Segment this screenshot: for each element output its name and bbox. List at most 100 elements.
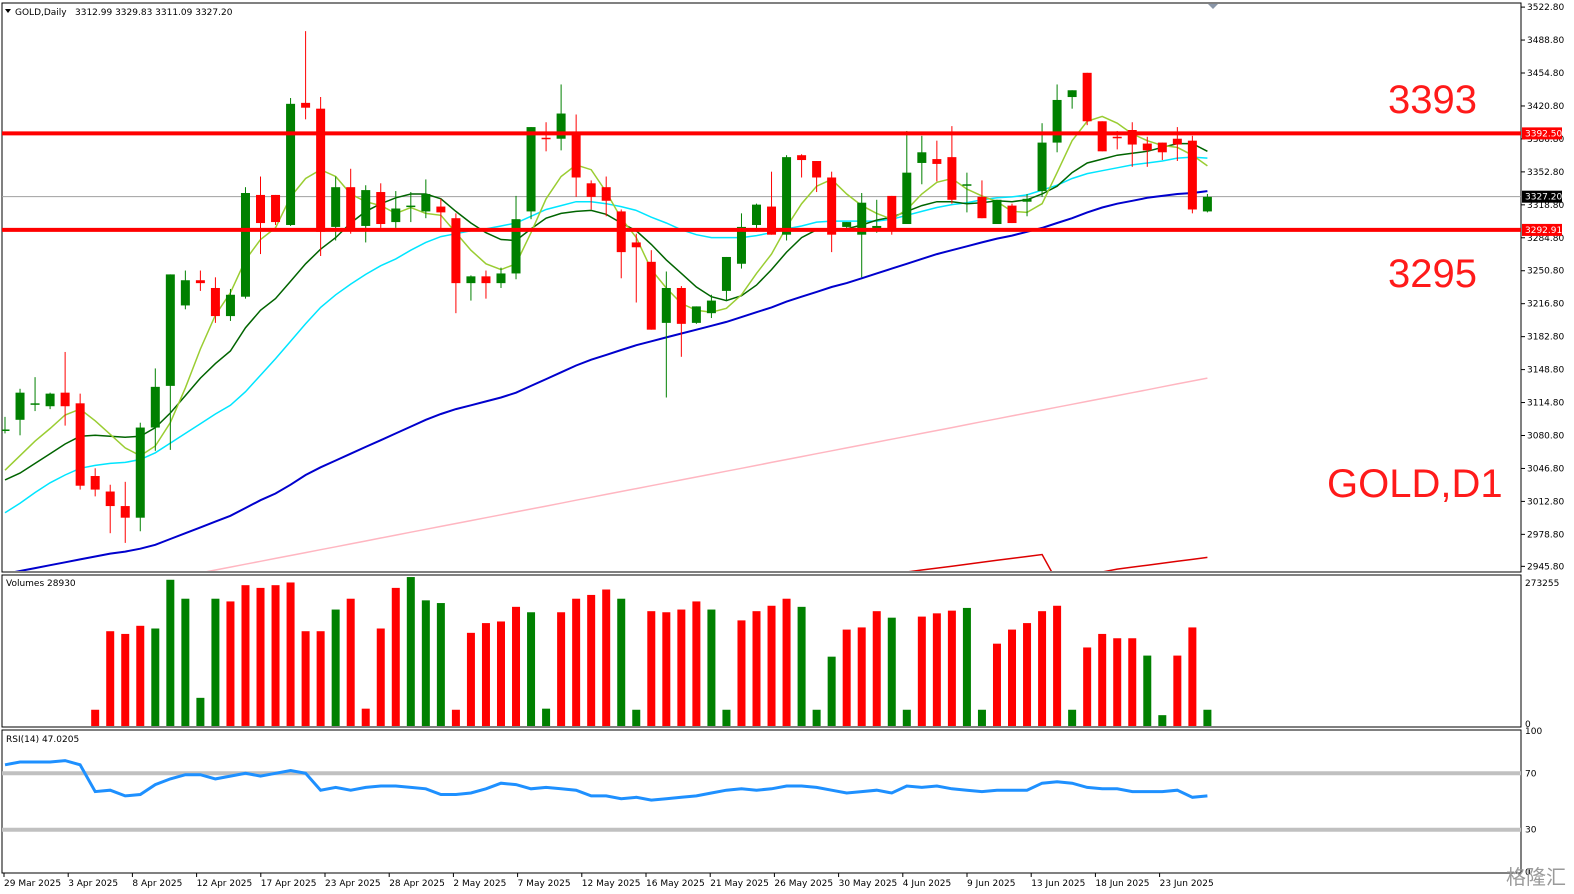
candle-body: [1157, 142, 1167, 153]
candle-body: [120, 506, 130, 518]
volume-bar: [707, 609, 716, 726]
price-tick-label: 3182.80: [1527, 333, 1564, 343]
volume-tick-label: 0: [1525, 720, 1531, 730]
candle-body: [1037, 142, 1047, 192]
candle-body: [706, 300, 716, 314]
volume-bar: [256, 587, 265, 726]
price-tick-label: 3114.80: [1527, 399, 1564, 409]
date-tick-label: 12 May 2025: [582, 879, 641, 889]
price-tick-label: 2945.80: [1527, 562, 1564, 572]
volume-bar: [557, 612, 566, 726]
rsi-tick-label: 30: [1525, 826, 1537, 836]
candle-body: [45, 393, 55, 407]
volume-bar: [286, 582, 295, 726]
candle-body: [481, 276, 491, 284]
price-tick-label: 3522.80: [1527, 3, 1564, 13]
candle-body: [631, 242, 641, 248]
price-tag-label: 3327.20: [1525, 193, 1562, 203]
volume-bar: [1083, 647, 1092, 726]
volume-bar: [977, 709, 986, 726]
volume-bar: [121, 633, 130, 726]
volume-bar: [316, 631, 325, 726]
candle-body: [256, 194, 266, 224]
candle-body: [391, 208, 401, 223]
volume-bar: [647, 611, 656, 726]
volume-bar: [1113, 638, 1122, 726]
volume-bar: [512, 606, 521, 726]
candle-body: [451, 218, 461, 284]
date-tick-label: 23 Apr 2025: [325, 879, 381, 889]
candle-body: [586, 183, 596, 197]
volume-bar: [692, 601, 701, 726]
volume-bar: [587, 594, 596, 726]
candle-body: [165, 274, 175, 386]
date-tick-label: 29 Mar 2025: [4, 879, 61, 889]
price-tick-label: 3046.80: [1527, 464, 1564, 474]
date-tick-label: 3 Apr 2025: [68, 879, 118, 889]
candle-body: [331, 187, 341, 227]
rsi-tick-label: 100: [1525, 727, 1542, 737]
candle-body: [556, 113, 566, 139]
candle-body: [301, 102, 311, 108]
candle-body: [1007, 205, 1017, 224]
volume-bar: [572, 598, 581, 726]
symbol-header: GOLD,Daily: [15, 8, 67, 18]
volume-tick-label: 273255: [1525, 579, 1559, 589]
candle-body: [271, 194, 281, 223]
price-tick-label: 3420.80: [1527, 102, 1564, 112]
candle-body: [992, 199, 1002, 225]
candle-body: [676, 287, 686, 324]
volume-bar: [361, 708, 370, 726]
candle-body: [225, 294, 235, 317]
volume-bar: [602, 589, 611, 726]
candle-body: [1187, 140, 1197, 210]
volume-bar: [617, 598, 626, 726]
volume-bar: [1098, 633, 1107, 726]
volume-bar: [91, 709, 100, 726]
date-tick-label: 23 Jun 2025: [1160, 879, 1214, 889]
candle-body: [917, 152, 927, 163]
volume-bar: [181, 598, 190, 726]
shift-marker-icon[interactable]: [1208, 4, 1218, 9]
price-tag-box: [1522, 127, 1562, 140]
volume-bar: [1053, 605, 1062, 726]
volume-bar: [752, 611, 761, 726]
candle-body: [857, 202, 867, 235]
candle-body: [346, 187, 356, 230]
volume-bar: [301, 631, 310, 726]
candle-body: [1052, 99, 1062, 143]
volume-bar: [1023, 623, 1032, 726]
volume-bar: [1008, 629, 1017, 726]
volume-bar: [421, 600, 430, 726]
candle-body: [150, 386, 160, 428]
date-tick-label: 2 May 2025: [453, 879, 506, 889]
candle-body: [752, 204, 761, 225]
ma-red-line: [908, 553, 1208, 571]
date-tick-label: 28 Apr 2025: [389, 879, 445, 889]
volume-bar: [106, 631, 115, 726]
volume-bar: [527, 612, 536, 726]
date-tick-label: 12 Apr 2025: [197, 879, 253, 889]
volume-bar: [466, 632, 475, 726]
candle-body: [782, 157, 792, 235]
candle-body: [496, 273, 506, 284]
candle-body: [526, 127, 536, 212]
volume-bar: [151, 628, 160, 726]
watermark: 格隆汇: [1506, 865, 1566, 889]
date-tick-label: 21 May 2025: [710, 879, 769, 889]
volume-bar: [632, 709, 641, 726]
price-tick-label: 3080.80: [1527, 432, 1564, 442]
candle-body: [541, 137, 551, 140]
price-tick-label: 3012.80: [1527, 497, 1564, 507]
rsi-line: [4, 759, 1208, 802]
date-tick-label: 30 May 2025: [839, 879, 898, 889]
symbol-dropdown-icon[interactable]: [5, 9, 11, 13]
candle-body: [827, 177, 837, 235]
volume-bar: [481, 623, 490, 726]
candle-body: [1202, 196, 1212, 212]
price-plot: [2, 31, 1521, 571]
candle-body: [962, 184, 972, 186]
price-tag-label: 3392.50: [1525, 129, 1562, 139]
volume-bar: [857, 627, 866, 726]
volume-bar: [782, 598, 791, 726]
